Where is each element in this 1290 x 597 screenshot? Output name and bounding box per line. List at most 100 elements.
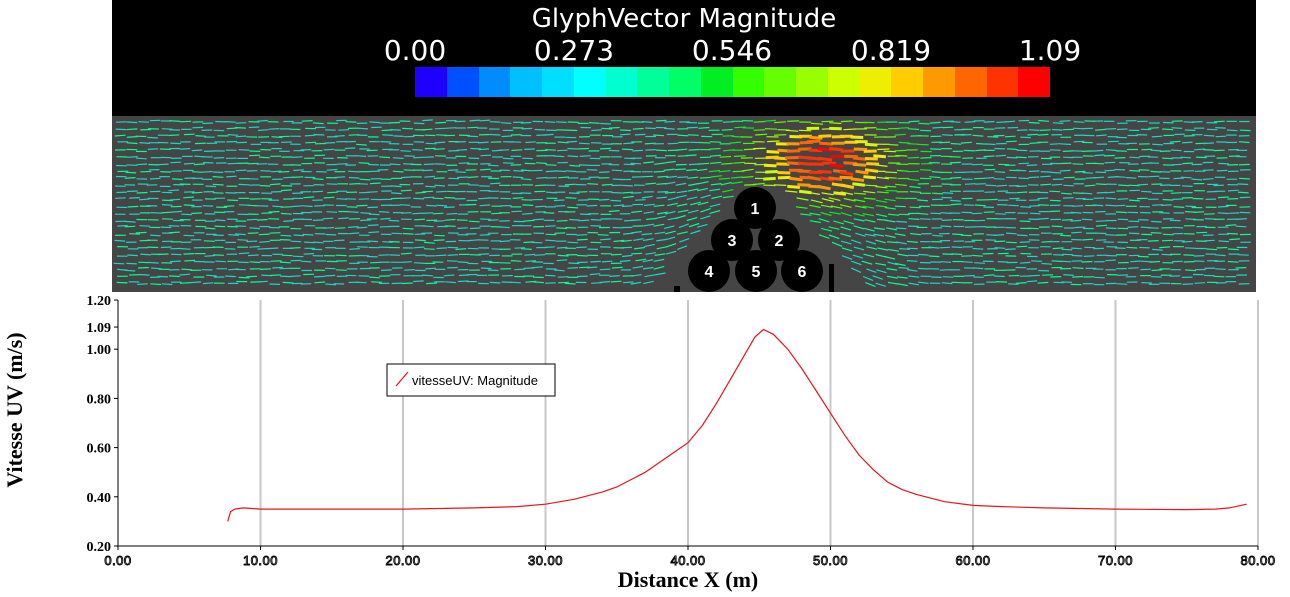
velocity-glyph: [817, 184, 831, 191]
velocity-glyph: [896, 220, 908, 223]
velocity-glyph: [124, 225, 136, 228]
velocity-glyph: [994, 171, 1006, 173]
velocity-glyph: [787, 184, 801, 189]
velocity-glyph: [1006, 148, 1018, 150]
velocity-glyph: [964, 183, 976, 185]
velocity-glyph: [434, 184, 446, 187]
velocity-glyph: [851, 239, 862, 244]
velocity-glyph: [1094, 154, 1105, 157]
velocity-glyph: [688, 163, 700, 166]
velocity-glyph: [338, 129, 349, 131]
velocity-glyph: [993, 275, 1005, 278]
velocity-glyph: [622, 148, 633, 151]
velocity-glyph: [1016, 245, 1028, 248]
velocity-glyph: [389, 163, 401, 166]
velocity-glyph: [413, 246, 425, 249]
velocity-glyph: [1006, 140, 1017, 143]
velocity-glyph: [1129, 156, 1140, 159]
velocity-glyph: [478, 148, 490, 151]
velocity-glyph: [556, 121, 567, 123]
velocity-glyph: [1148, 175, 1160, 178]
x-tick-label: 40.00: [670, 553, 705, 568]
velocity-glyph: [653, 170, 665, 173]
velocity-glyph: [873, 233, 885, 237]
velocity-glyph: [206, 274, 217, 277]
velocity-glyph: [1084, 184, 1096, 187]
velocity-glyph: [422, 212, 434, 214]
velocity-glyph: [918, 122, 930, 125]
velocity-glyph: [467, 126, 478, 129]
velocity-glyph: [402, 227, 414, 230]
velocity-glyph: [985, 184, 997, 187]
velocity-glyph: [170, 260, 181, 263]
velocity-glyph: [127, 254, 138, 257]
velocity-glyph: [644, 274, 656, 278]
velocity-glyph: [126, 128, 138, 131]
velocity-glyph: [810, 122, 824, 125]
y-tick-label: 1.00: [87, 343, 112, 358]
velocity-glyph: [996, 281, 1008, 283]
velocity-glyph: [1229, 238, 1240, 241]
velocity-glyph: [731, 181, 743, 185]
velocity-glyph: [840, 191, 854, 196]
velocity-glyph: [455, 171, 466, 173]
velocity-glyph: [1159, 212, 1170, 214]
velocity-glyph: [667, 202, 678, 207]
velocity-glyph: [326, 211, 338, 213]
velocity-glyph: [423, 163, 435, 166]
velocity-glyph: [169, 198, 181, 201]
velocity-glyph: [864, 157, 878, 161]
velocity-glyph: [183, 204, 195, 207]
velocity-glyph: [1031, 260, 1042, 262]
velocity-glyph: [1019, 241, 1031, 243]
velocity-glyph: [360, 219, 371, 222]
velocity-glyph: [139, 225, 151, 227]
velocity-glyph: [920, 169, 932, 171]
velocity-glyph: [601, 183, 613, 186]
velocity-glyph: [687, 209, 699, 214]
velocity-glyph: [699, 176, 712, 179]
velocity-glyph: [974, 262, 985, 264]
velocity-glyph: [203, 240, 215, 242]
velocity-glyph: [447, 254, 459, 256]
velocity-glyph: [323, 196, 335, 199]
velocity-glyph: [1050, 171, 1062, 174]
velocity-glyph: [1162, 157, 1173, 160]
y-tick-label: 0.40: [87, 491, 112, 506]
velocity-glyph: [1073, 140, 1085, 143]
velocity-glyph: [676, 203, 688, 207]
velocity-glyph: [444, 196, 456, 199]
velocity-glyph: [875, 262, 887, 266]
velocity-glyph: [124, 269, 136, 272]
velocity-glyph: [576, 246, 587, 249]
velocity-glyph: [127, 156, 138, 158]
velocity-glyph: [1204, 239, 1215, 242]
velocity-glyph: [700, 215, 711, 220]
velocity-glyph: [553, 155, 565, 158]
velocity-glyph: [829, 163, 844, 168]
velocity-glyph: [688, 148, 700, 151]
velocity-glyph: [664, 191, 676, 194]
velocity-glyph: [511, 210, 522, 213]
obstacle-label: 3: [728, 233, 737, 250]
velocity-glyph: [1071, 247, 1082, 250]
velocity-glyph: [829, 122, 842, 125]
velocity-glyph: [567, 206, 579, 209]
velocity-glyph: [829, 147, 844, 152]
velocity-glyph: [480, 154, 492, 157]
velocity-glyph: [1227, 189, 1239, 192]
y-tick-labels: 0.20 0.40 0.60 0.80 1.00 1.09 1.20: [87, 296, 118, 555]
velocity-glyph: [753, 129, 766, 131]
velocity-glyph: [917, 143, 929, 146]
velocity-glyph: [468, 220, 480, 223]
velocity-glyph: [950, 199, 961, 202]
velocity-glyph: [851, 260, 862, 266]
velocity-glyph: [920, 156, 932, 159]
velocity-glyph: [657, 175, 669, 178]
velocity-glyph: [1172, 226, 1184, 229]
velocity-glyph: [929, 176, 941, 179]
velocity-glyph: [1126, 246, 1138, 249]
velocity-glyph: [1169, 140, 1181, 143]
colorbar-swatch: [605, 67, 638, 97]
velocity-glyph: [555, 170, 566, 173]
